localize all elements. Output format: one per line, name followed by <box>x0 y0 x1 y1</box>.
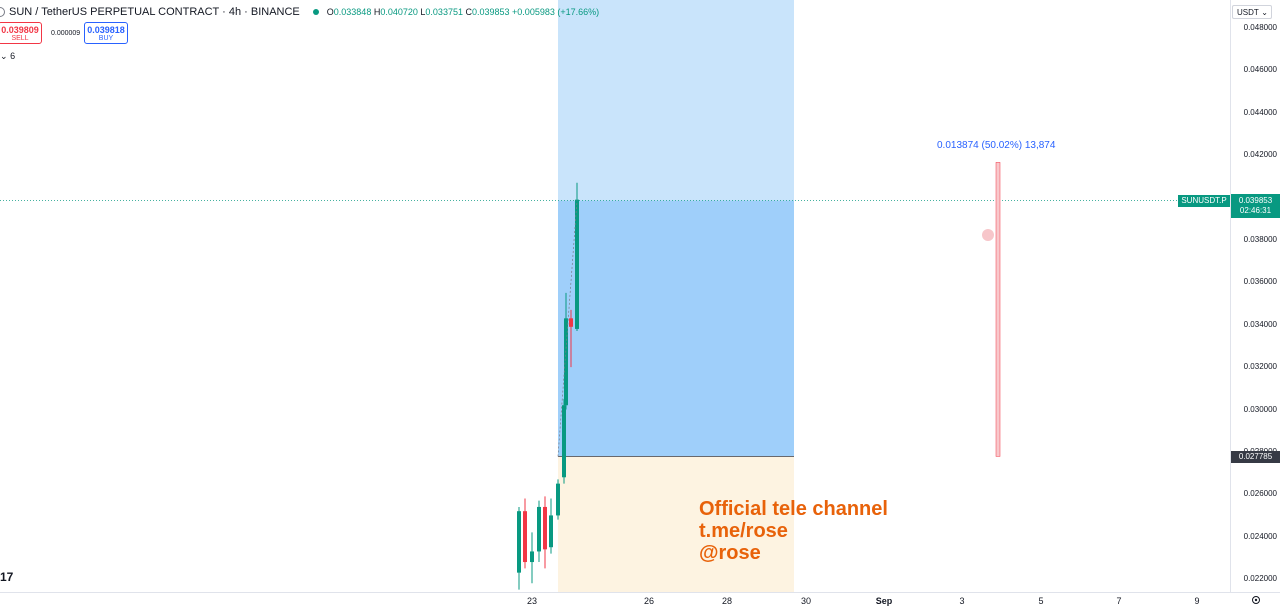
price-label: 0.036000 <box>1243 277 1277 287</box>
ohlc-values: O0.033848 H0.040720 L0.033751 C0.039853 … <box>326 7 600 17</box>
price-axis[interactable]: 0.0480000.0460000.0440000.0420000.040000… <box>1230 0 1280 592</box>
candle-body <box>549 515 553 548</box>
price-label: 0.042000 <box>1243 150 1277 160</box>
current-price: 0.039853 <box>1238 196 1273 205</box>
price-label: 0.038000 <box>1243 235 1277 244</box>
sell-label: SELL <box>11 35 29 42</box>
market-status-icon <box>312 9 319 15</box>
price-label: 0.034000 <box>1243 319 1277 329</box>
price-label: 0.032000 <box>1243 362 1277 372</box>
bar-countdown: 02:46:31 <box>1239 206 1272 215</box>
spread-value: 0.000009 <box>51 30 81 37</box>
price-label: 0.022000 <box>1243 574 1277 584</box>
candle-body <box>523 511 527 563</box>
indicators-toggle[interactable]: ⌄ 6 <box>0 51 15 62</box>
loss-zone <box>558 456 794 592</box>
buy-button[interactable]: 0.039818 BUY <box>84 22 128 44</box>
candle-body <box>564 318 568 406</box>
trade-connector-line <box>557 200 578 457</box>
time-label: 7 <box>1116 596 1122 606</box>
time-label: 9 <box>1194 596 1200 606</box>
current-price-tag: 0.039853 02:46:31 <box>1231 194 1280 218</box>
gear-icon[interactable] <box>1251 595 1261 605</box>
time-label: 30 <box>800 596 812 606</box>
chevron-down-icon: ⌄ <box>0 51 8 61</box>
price-label: 0.024000 <box>1243 531 1277 541</box>
profit-filled-zone <box>558 200 794 457</box>
promo-line-1: Official tele channel <box>699 498 888 520</box>
candle-body <box>517 511 521 573</box>
time-label: 23 <box>526 596 538 606</box>
price-label: 0.030000 <box>1243 404 1277 414</box>
time-label: Sep <box>875 596 893 606</box>
symbol-price-tag: SUNUSDT.P <box>1178 195 1230 207</box>
candle-body <box>569 318 573 327</box>
candle-body <box>575 199 579 329</box>
tradingview-logo[interactable]: 17 <box>0 570 14 584</box>
time-axis[interactable] <box>0 592 1280 609</box>
time-label: 28 <box>721 596 733 606</box>
price-chart[interactable] <box>0 0 1230 592</box>
measure-marker <box>982 229 994 241</box>
measure-ruler <box>995 162 1001 457</box>
candle-body <box>562 405 566 478</box>
candle-body <box>556 483 560 516</box>
entry-price-tag: 0.027785 <box>1231 451 1280 463</box>
symbol-title[interactable]: SUN / TetherUS PERPETUAL CONTRACT · 4h ·… <box>9 6 300 18</box>
promo-text: Official tele channel t.me/rose @rose <box>699 498 888 564</box>
currency-selector[interactable]: USDT ⌄ <box>1232 5 1272 19</box>
time-label: 26 <box>643 596 655 606</box>
indicator-count: 6 <box>10 51 16 61</box>
sell-price: 0.039809 <box>1 25 39 35</box>
buy-price: 0.039818 <box>87 25 125 35</box>
time-label: 3 <box>959 596 965 606</box>
promo-line-3: @rose <box>699 542 761 564</box>
candle-body <box>530 551 534 563</box>
candle-body <box>543 506 547 550</box>
candle-body <box>537 506 541 552</box>
price-label: 0.044000 <box>1243 107 1277 117</box>
chevron-down-icon: ⌄ <box>1261 8 1268 17</box>
time-label: 5 <box>1038 596 1044 606</box>
collapse-icon[interactable] <box>0 7 5 17</box>
price-label: 0.026000 <box>1243 489 1277 499</box>
chart-pane[interactable] <box>0 0 1230 592</box>
promo-line-2: t.me/rose <box>699 520 788 542</box>
buy-label: BUY <box>98 35 114 42</box>
price-label: 0.046000 <box>1243 65 1277 75</box>
measure-label: 0.013874 (50.02%) 13,874 <box>937 140 1056 151</box>
symbol-header: SUN / TetherUS PERPETUAL CONTRACT · 4h ·… <box>0 5 599 19</box>
price-label: 0.048000 <box>1243 23 1277 32</box>
sell-button[interactable]: 0.039809 SELL <box>0 22 42 44</box>
